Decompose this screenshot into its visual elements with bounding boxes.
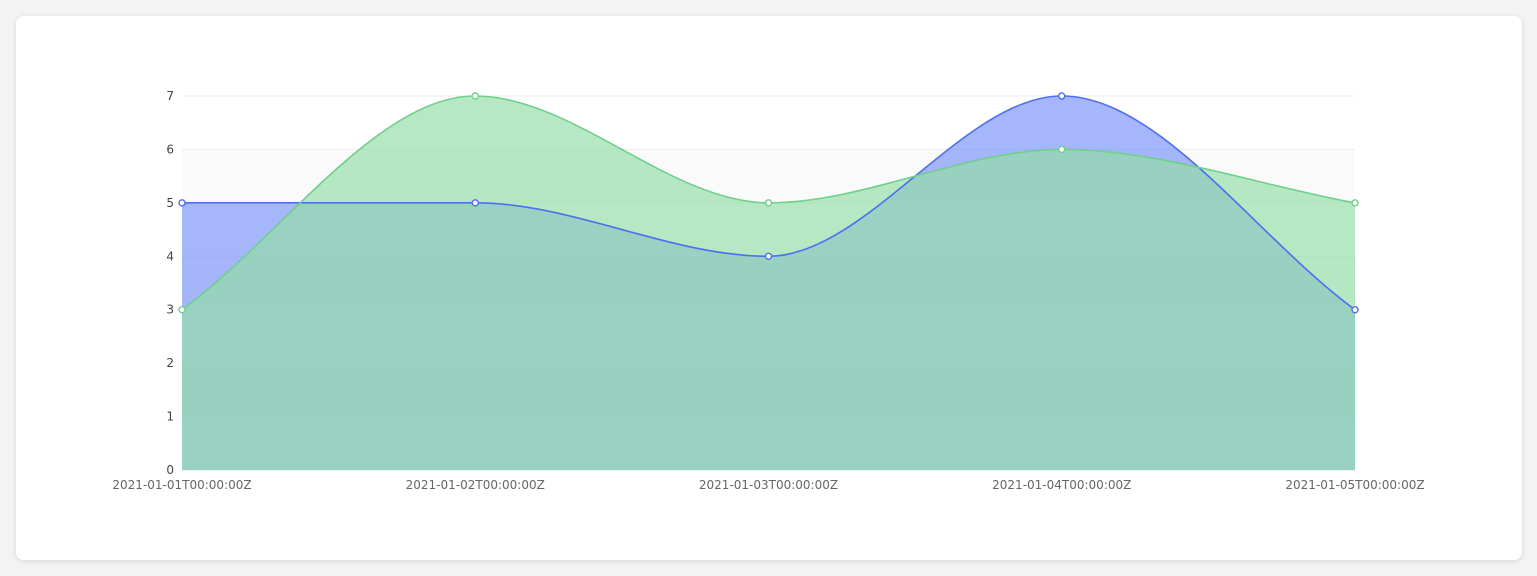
series-2-area bbox=[182, 96, 1355, 470]
x-tick-label: 2021-01-04T00:00:00Z bbox=[992, 478, 1131, 492]
x-tick-label: 2021-01-05T00:00:00Z bbox=[1285, 478, 1424, 492]
series-2-point bbox=[764, 199, 773, 207]
x-tick-label: 2021-01-02T00:00:00Z bbox=[406, 478, 545, 492]
series-1-point bbox=[1351, 306, 1359, 314]
series-lines bbox=[181, 95, 1356, 311]
x-tick-label: 2021-01-01T00:00:00Z bbox=[112, 478, 251, 492]
series-2-point bbox=[1058, 145, 1066, 154]
series-areas bbox=[182, 96, 1355, 470]
y-tick-label: 5 bbox=[166, 196, 174, 210]
y-tick-label: 2 bbox=[166, 356, 174, 370]
y-tick-label: 6 bbox=[166, 142, 174, 156]
series-1-line bbox=[182, 95, 1356, 311]
series-1-point bbox=[1058, 92, 1066, 100]
y-tick-label: 3 bbox=[166, 303, 174, 317]
series-2-point bbox=[178, 306, 186, 314]
series-1-point bbox=[178, 199, 186, 207]
x-axis: 2021-01-01T00:00:00Z 2021-01-02T00:00:00Z… bbox=[112, 478, 1424, 492]
x-tick-label: 2021-01-03T00:00:00Z bbox=[699, 478, 838, 492]
y-tick-label: 0 bbox=[166, 463, 174, 477]
series-1-point bbox=[764, 252, 773, 260]
y-tick-label: 1 bbox=[166, 410, 174, 424]
y-tick-label: 4 bbox=[166, 249, 174, 263]
series-2-point bbox=[1351, 199, 1359, 207]
series-2-line bbox=[181, 95, 1356, 311]
series-points bbox=[178, 92, 1359, 314]
series-2-point bbox=[471, 92, 479, 100]
series-1-point bbox=[471, 199, 479, 207]
y-tick-label: 7 bbox=[166, 89, 174, 103]
y-axis: 0 1 2 3 4 5 6 7 bbox=[166, 89, 174, 477]
